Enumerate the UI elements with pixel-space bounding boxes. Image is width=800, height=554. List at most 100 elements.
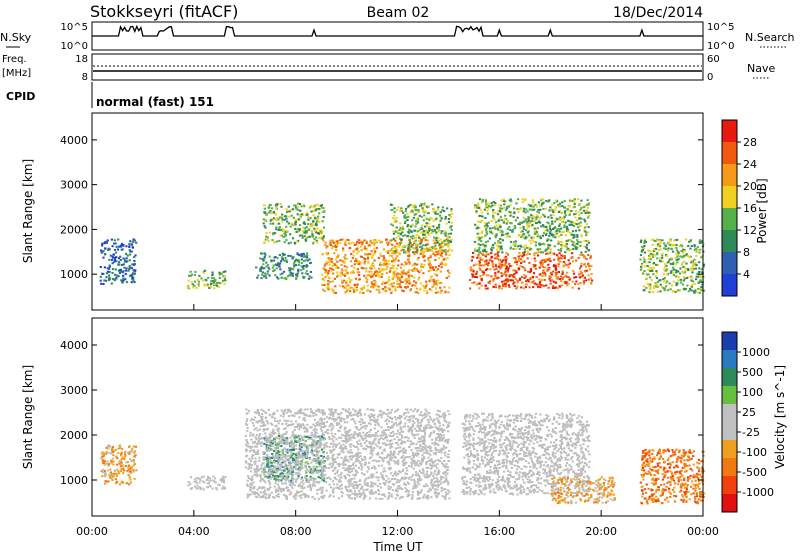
velocity-cell [305, 471, 308, 474]
power-cell [373, 259, 376, 262]
power-cell [680, 281, 683, 284]
power-cell [391, 224, 395, 227]
power-cell [496, 248, 499, 251]
power-cell [589, 256, 592, 259]
power-cell [540, 204, 543, 207]
power-cell [539, 237, 542, 239]
nsky-trace [92, 24, 703, 37]
velocity-cell [285, 431, 288, 433]
power-cell [340, 263, 343, 266]
velocity-cell [277, 445, 280, 448]
velocity-cell [120, 467, 123, 470]
velocity-cell [271, 452, 274, 455]
power-cell [649, 276, 652, 279]
velocity-cell [207, 475, 210, 478]
power-cell [656, 239, 659, 242]
velocity-cell [130, 459, 133, 462]
power-cell [302, 203, 305, 206]
power-cell [699, 276, 703, 279]
velocity-cell [331, 457, 334, 460]
power-cell [523, 248, 526, 251]
power-cell [693, 244, 696, 247]
power-cell [128, 246, 131, 248]
power-cell [690, 245, 693, 247]
power-cell [564, 274, 567, 277]
power-cell [371, 263, 374, 266]
power-cell [402, 290, 405, 293]
power-cell [403, 215, 406, 218]
velocity-cell [261, 478, 264, 480]
power-cell [670, 284, 674, 287]
power-cell [443, 210, 446, 213]
power-cell [570, 210, 573, 212]
power-cell [439, 249, 442, 252]
power-cell [587, 278, 590, 281]
velocity-cell [317, 421, 320, 423]
velocity-cell [434, 470, 437, 472]
velocity-cell [275, 490, 278, 493]
power-cell [350, 286, 353, 289]
velocity-cell [271, 468, 274, 471]
velocity-cell [258, 442, 261, 445]
power-cell [304, 259, 307, 262]
power-cell [295, 258, 298, 261]
velocity-cell [315, 431, 318, 434]
power-cell [523, 232, 526, 235]
power-cell [417, 230, 420, 233]
power-cell [300, 205, 303, 208]
velocity-cell [426, 485, 429, 487]
power-cell [573, 276, 576, 279]
power-cell [427, 205, 430, 208]
power-cell [542, 207, 545, 210]
power-cell [485, 233, 488, 236]
velocity-cell [120, 458, 123, 461]
power-cell [398, 276, 401, 279]
power-cell [268, 231, 272, 234]
velocity-cell [402, 454, 405, 457]
velocity-cell [320, 448, 324, 451]
velocity-cell [326, 456, 329, 459]
power-cell [655, 271, 658, 274]
power-cell [551, 220, 554, 223]
power-cell [537, 250, 540, 253]
velocity-cell [122, 469, 125, 472]
power-cell [573, 213, 576, 216]
power-cell [371, 273, 374, 276]
power-cell [551, 287, 555, 289]
velocity-cell [350, 455, 353, 458]
power-cell [331, 280, 334, 283]
power-cell [586, 206, 590, 209]
velocity-cell [367, 468, 370, 471]
power-cell [374, 250, 377, 253]
velocity-cell [441, 463, 445, 466]
power-cell [517, 245, 520, 248]
power-cell [509, 264, 512, 267]
power-cell [118, 245, 121, 248]
velocity-cell [293, 458, 296, 461]
power-cell [648, 261, 651, 264]
velocity-cell [358, 412, 362, 415]
power-cell [498, 245, 501, 248]
velocity-cell [367, 414, 370, 417]
power-cell [523, 199, 526, 202]
power-cell [694, 267, 698, 270]
velocity-cell [280, 463, 283, 465]
power-cell [498, 209, 502, 212]
velocity-cell [387, 429, 390, 431]
power-cell [374, 284, 377, 287]
velocity-cell [104, 471, 107, 474]
power-cell [575, 219, 578, 222]
power-cell [480, 277, 483, 280]
power-cell [686, 284, 689, 287]
power-cell [503, 257, 506, 260]
power-cell [540, 225, 543, 228]
power-cell [404, 234, 407, 237]
power-cell [317, 218, 320, 221]
velocity-cell [221, 477, 224, 480]
velocity-cell [429, 418, 432, 421]
power-cell [274, 274, 277, 277]
power-cell [324, 276, 327, 279]
power-cell [477, 255, 480, 257]
velocity-cell [352, 445, 355, 447]
power-cell [485, 274, 489, 277]
